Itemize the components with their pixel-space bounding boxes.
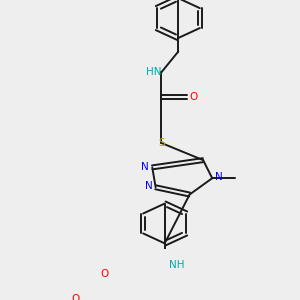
Text: O: O <box>189 92 198 102</box>
Text: N: N <box>145 181 153 191</box>
Text: HN: HN <box>146 68 161 77</box>
Text: N: N <box>215 172 222 182</box>
Text: O: O <box>71 294 80 300</box>
Text: NH: NH <box>169 260 185 270</box>
Text: N: N <box>141 162 149 172</box>
Text: S: S <box>158 138 165 148</box>
Text: O: O <box>100 269 109 279</box>
